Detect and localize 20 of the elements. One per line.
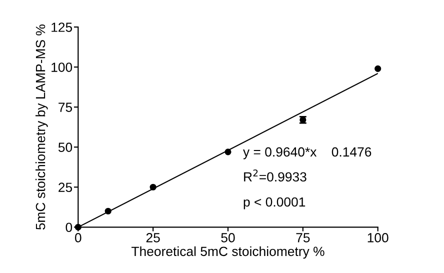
x-tick-label: 75 — [296, 233, 310, 242]
y-tick-label: 25 — [58, 182, 72, 192]
y-tick-label: 75 — [58, 102, 72, 112]
point — [374, 65, 382, 72]
y-tick-label: 125 — [52, 22, 72, 32]
x-tick-label: 100 — [368, 233, 388, 242]
y-axis-title: 5mC stoichiometry by LAMP-MS % — [36, 24, 48, 230]
x-tick-label: 50 — [221, 233, 235, 242]
annotation: R$^{2}$=0.9933 — [244, 170, 306, 182]
point — [224, 148, 232, 156]
y-tick-label: 0 — [66, 222, 72, 232]
x-axis-title: Theoretical 5mC stoichiometry % — [132, 246, 324, 259]
point — [150, 184, 156, 190]
point — [104, 208, 112, 214]
y-tick-label: 50 — [58, 142, 72, 152]
x-tick-label: 25 — [146, 233, 160, 242]
y-tick-label: 100 — [52, 62, 72, 72]
annotation: p < 0.0001 — [244, 197, 306, 210]
annotation: y = 0.9640*x 0.1476 — [243, 147, 372, 160]
x-tick-label: 0 — [74, 233, 82, 242]
